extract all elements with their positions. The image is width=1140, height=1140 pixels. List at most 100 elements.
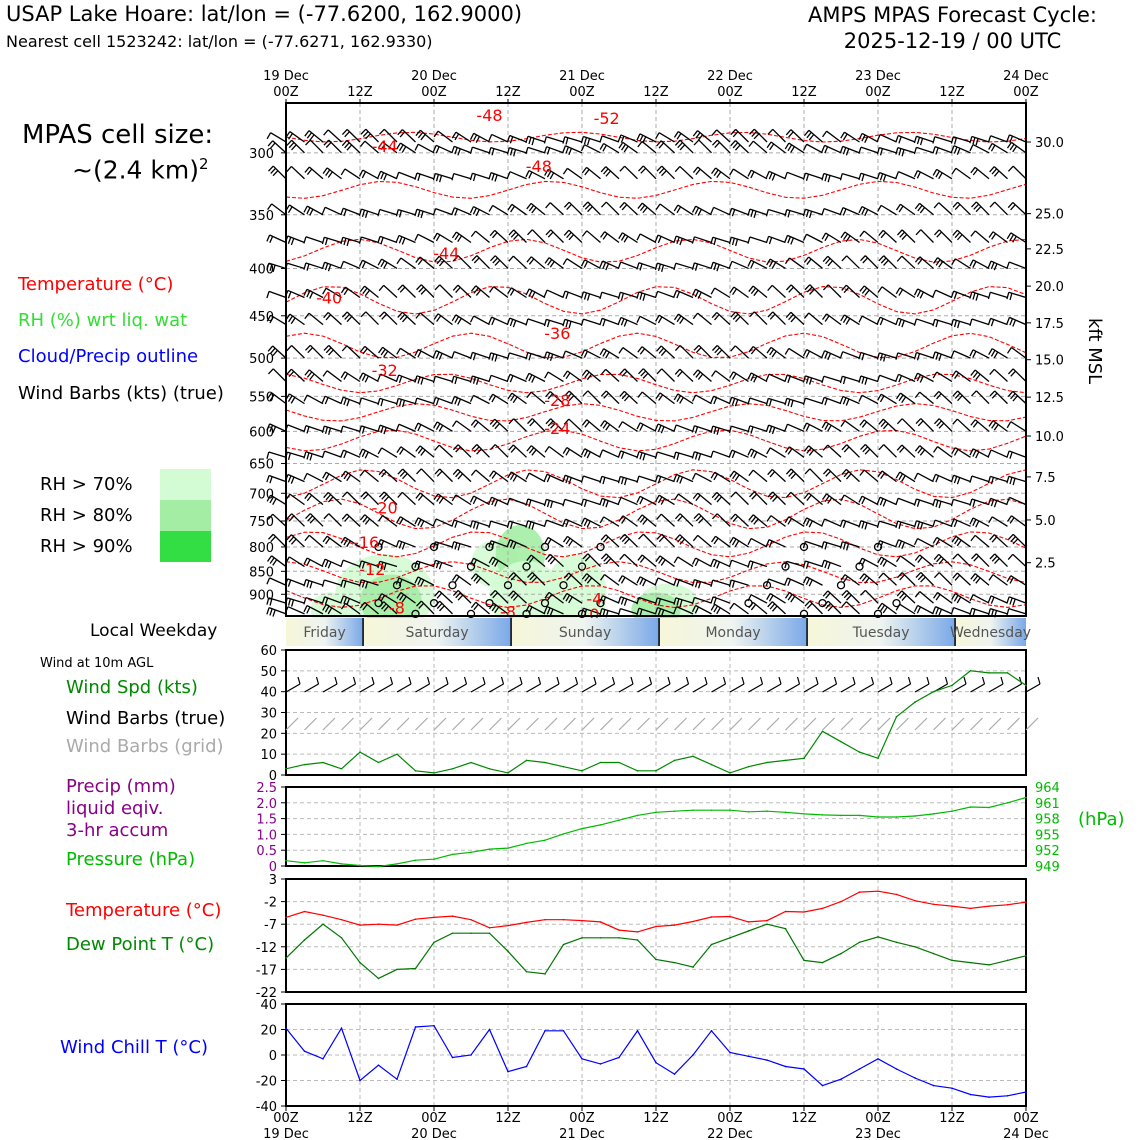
wind-barb-staff — [308, 312, 324, 326]
grid-wind-barb — [285, 717, 299, 731]
wind-barb-feather — [324, 426, 329, 434]
wind-barb-feather — [732, 313, 739, 320]
wind-barb — [932, 351, 953, 361]
wind-barb-staff — [343, 449, 361, 458]
wind-barb — [692, 534, 712, 548]
wind-barb — [488, 556, 509, 568]
wind-barb — [655, 203, 675, 216]
wind-barb-feather — [1007, 165, 1014, 172]
wind-barb-feather — [938, 558, 945, 565]
wind-barb-staff — [697, 492, 712, 506]
wind-barb-feather — [913, 136, 918, 144]
wind-barb-feather — [734, 474, 740, 482]
wind-barb-staff — [455, 314, 472, 326]
wind-barb-staff — [936, 168, 953, 180]
wind-barb-feather — [562, 475, 566, 483]
wind-barb — [691, 472, 712, 483]
wind-barb-feather — [805, 173, 810, 182]
wind-barb-feather — [309, 373, 315, 380]
wind-barb — [638, 533, 657, 548]
wind-barb — [266, 474, 287, 484]
true-wind-barb-feather — [796, 676, 801, 685]
wind-barb-feather — [377, 236, 381, 244]
wind-barb-feather — [843, 233, 849, 241]
wind-barb — [729, 602, 749, 615]
wind-barb-feather — [821, 541, 825, 549]
true-wind-barb — [452, 676, 468, 693]
wind-barb-staff — [733, 602, 749, 615]
wind-barb-staff — [402, 284, 416, 298]
wind-barb-feather — [272, 498, 277, 505]
top-day-label: 21 Dec — [559, 69, 605, 84]
wind-barb-staff — [325, 471, 342, 483]
wind-barb-staff — [750, 169, 768, 180]
wind-barb — [971, 201, 990, 216]
wind-barb-staff — [365, 491, 379, 506]
wind-barb — [415, 445, 435, 458]
wind-barb-feather — [383, 173, 388, 181]
wind-barb-feather — [858, 206, 863, 214]
wind-barb-feather — [327, 561, 332, 569]
wind-barb-staff — [272, 345, 287, 359]
wind-barb-feather — [993, 170, 1000, 177]
wind-barb-staff — [769, 258, 786, 269]
wind-barb-staff — [920, 571, 934, 586]
pressure-line-point — [784, 811, 787, 814]
wind-barb-feather — [771, 605, 778, 612]
wind-barb-feather — [586, 451, 591, 459]
wind-barb — [414, 375, 435, 385]
wind-barb-feather — [676, 315, 682, 323]
wind-barb-staff — [714, 471, 731, 483]
wind-barb — [802, 375, 823, 385]
wind-barb-feather — [377, 539, 382, 547]
wind-barb-feather — [731, 398, 736, 406]
kft-tick-label: 17.5 — [1035, 317, 1064, 332]
wind-barb-feather — [543, 606, 548, 614]
temperature-line-point — [618, 929, 620, 931]
wind-barb — [1006, 134, 1027, 143]
wind-barb-feather — [489, 229, 496, 237]
wind-barb-feather — [623, 319, 628, 327]
wind-barb-feather — [950, 518, 955, 526]
wind-barb — [378, 128, 398, 143]
wind-barb-feather — [987, 476, 991, 484]
wind-barb — [322, 603, 342, 615]
wind-barb — [377, 235, 398, 245]
wind-barb-feather — [378, 128, 385, 135]
wind-barb-staff — [342, 425, 361, 432]
wind-barb — [451, 172, 472, 181]
wind-barb-feather — [309, 134, 315, 141]
pressure-line-point — [303, 862, 306, 864]
panel-ytick-label: 2.5 — [256, 781, 277, 796]
wind-barb-feather — [507, 392, 513, 400]
wind-barb-feather — [748, 346, 754, 353]
wind-barb-feather — [972, 609, 976, 617]
wind-barb — [822, 284, 842, 298]
wind-barb — [914, 591, 934, 604]
wind-barb — [544, 536, 564, 548]
wind-barb-feather — [859, 230, 865, 237]
wind-barb-feather — [507, 287, 512, 295]
wind-barb — [1007, 533, 1027, 548]
wind-barb-feather — [488, 205, 494, 212]
wind-barb-staff — [881, 602, 897, 615]
wind-barb-staff — [658, 132, 675, 143]
wind-barb-feather — [876, 147, 880, 155]
wind-barb — [286, 165, 305, 180]
wind-barb-feather — [473, 287, 479, 294]
wind-barb-feather — [710, 558, 715, 566]
wind-barb-feather — [679, 476, 684, 484]
wind-barb — [841, 444, 860, 458]
wind-barb — [341, 491, 361, 506]
isotherm-label: -20 — [372, 498, 398, 517]
wind-barb-feather — [291, 144, 297, 151]
wind-barb-staff — [639, 576, 657, 586]
pressure-tick-label: 700 — [249, 487, 274, 502]
wind-barb-staff — [753, 128, 768, 143]
wind-barb — [305, 513, 324, 527]
wind-barb-staff — [935, 289, 953, 299]
wind-barb-staff — [937, 446, 953, 458]
wind-barb-feather — [506, 317, 511, 325]
wind-barb — [784, 347, 805, 359]
